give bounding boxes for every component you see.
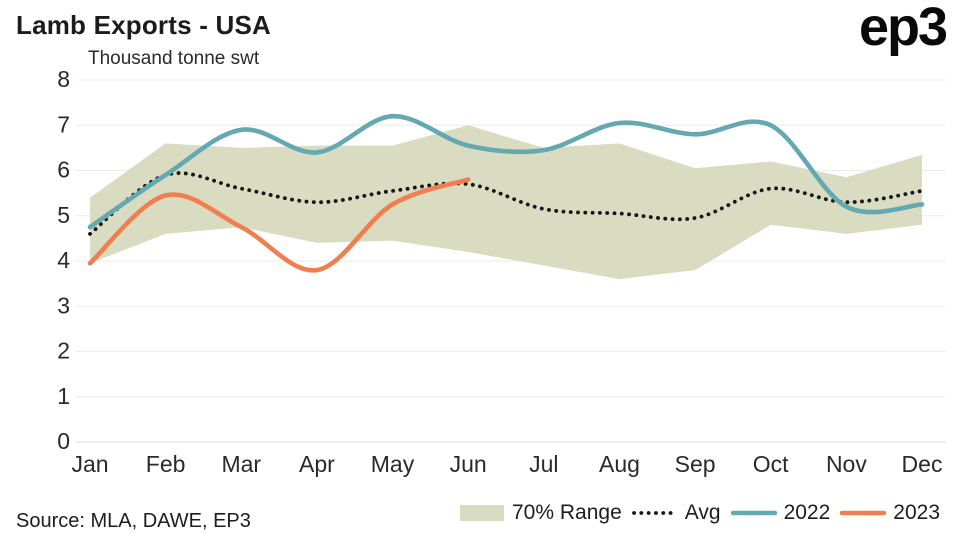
legend-label: 2022 — [783, 501, 831, 524]
series-line-2023 — [87, 177, 471, 273]
legend-label: 70% Range — [512, 501, 622, 524]
chart-legend: 70% Range Avg 2022 2023 — [459, 501, 940, 525]
y-tick-label: 0 — [57, 428, 70, 454]
page-title: Lamb Exports - USA — [16, 10, 271, 40]
x-tick-label: Jul — [529, 451, 558, 477]
y-tick-label: 6 — [57, 157, 70, 183]
x-tick-label: Nov — [826, 451, 867, 477]
x-tick-label: Aug — [599, 451, 640, 477]
series-line-2022 — [87, 113, 925, 230]
legend-label: 2023 — [893, 501, 940, 524]
series-line-avg — [88, 171, 924, 236]
legend-label: Avg — [684, 501, 721, 524]
legend-item-2022: 2022 — [730, 501, 831, 525]
y-tick-label: 3 — [57, 292, 70, 318]
x-tick-label: Feb — [146, 451, 186, 477]
x-tick-label: Mar — [221, 451, 261, 477]
legend-swatch — [730, 510, 777, 516]
ep3-logo: ep3 — [858, 0, 948, 57]
x-tick-label: Dec — [902, 451, 943, 477]
x-tick-label: Jun — [450, 451, 487, 477]
band-area-70pct-range — [90, 125, 922, 280]
x-tick-label: Oct — [753, 451, 789, 477]
legend-swatch — [631, 511, 678, 515]
legend-swatch — [460, 505, 504, 521]
axis-unit-label: Thousand tonne swt — [88, 48, 260, 69]
y-tick-label: 8 — [57, 66, 70, 92]
legend-item-avg: Avg — [631, 501, 721, 525]
x-tick-label: May — [371, 451, 415, 477]
source-note: Source: MLA, DAWE, EP3 — [16, 510, 251, 532]
x-tick-label: Jan — [71, 451, 108, 477]
y-tick-label: 1 — [57, 383, 70, 409]
y-tick-label: 5 — [57, 202, 70, 228]
x-tick-label: Sep — [675, 451, 716, 477]
y-tick-label: 4 — [57, 247, 70, 273]
legend-item-70-range: 70% Range — [459, 501, 622, 525]
legend-swatch — [840, 510, 887, 516]
x-tick-label: Apr — [299, 451, 335, 477]
y-tick-label: 2 — [57, 338, 70, 364]
legend-item-2023: 2023 — [840, 501, 940, 525]
y-tick-label: 7 — [57, 111, 70, 137]
